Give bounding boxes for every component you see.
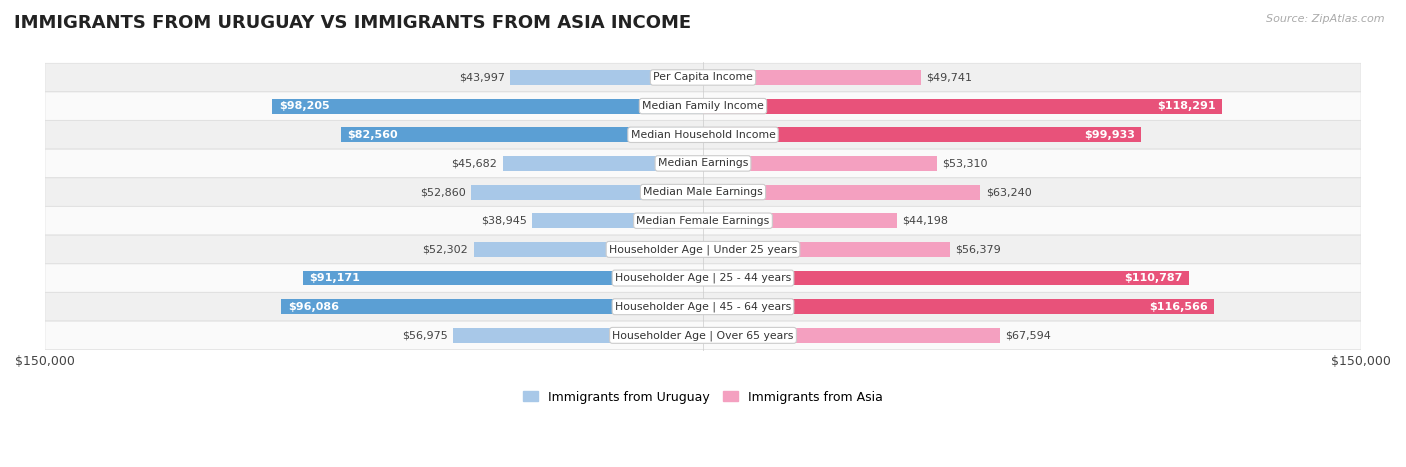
Text: Householder Age | 45 - 64 years: Householder Age | 45 - 64 years [614,302,792,312]
Text: Median Household Income: Median Household Income [630,130,776,140]
Text: IMMIGRANTS FROM URUGUAY VS IMMIGRANTS FROM ASIA INCOME: IMMIGRANTS FROM URUGUAY VS IMMIGRANTS FR… [14,14,692,32]
Text: $53,310: $53,310 [942,158,987,169]
Text: $63,240: $63,240 [986,187,1032,197]
Bar [703,270,1189,285]
FancyBboxPatch shape [45,264,1361,292]
FancyBboxPatch shape [45,120,1361,149]
Text: $98,205: $98,205 [278,101,329,111]
Bar [340,127,703,142]
FancyBboxPatch shape [45,321,1361,349]
Bar [703,299,1215,314]
FancyBboxPatch shape [45,292,1361,321]
Bar [502,156,703,171]
Bar [703,242,950,257]
Text: $116,566: $116,566 [1149,302,1208,311]
FancyBboxPatch shape [45,206,1361,235]
Text: Per Capita Income: Per Capita Income [652,72,754,83]
Text: Median Earnings: Median Earnings [658,158,748,169]
Text: Householder Age | Over 65 years: Householder Age | Over 65 years [612,330,794,340]
Bar [273,99,703,113]
FancyBboxPatch shape [45,178,1361,206]
Bar [474,242,703,257]
Text: $43,997: $43,997 [458,72,505,83]
Bar [471,184,703,199]
Text: $38,945: $38,945 [481,216,527,226]
Bar [703,70,921,85]
Text: Median Male Earnings: Median Male Earnings [643,187,763,197]
Text: Source: ZipAtlas.com: Source: ZipAtlas.com [1267,14,1385,24]
FancyBboxPatch shape [45,235,1361,263]
FancyBboxPatch shape [45,149,1361,177]
FancyBboxPatch shape [45,63,1361,92]
Text: Householder Age | Under 25 years: Householder Age | Under 25 years [609,244,797,255]
Bar [703,328,1000,343]
Bar [304,270,703,285]
Text: $82,560: $82,560 [347,130,398,140]
Text: $118,291: $118,291 [1157,101,1215,111]
Bar [281,299,703,314]
Text: $56,379: $56,379 [956,244,1001,255]
Bar [703,184,980,199]
Legend: Immigrants from Uruguay, Immigrants from Asia: Immigrants from Uruguay, Immigrants from… [519,386,887,409]
Bar [703,213,897,228]
Text: Median Female Earnings: Median Female Earnings [637,216,769,226]
Text: $56,975: $56,975 [402,330,447,340]
Text: $52,302: $52,302 [423,244,468,255]
Bar [510,70,703,85]
Text: $99,933: $99,933 [1084,130,1135,140]
Text: $67,594: $67,594 [1005,330,1050,340]
FancyBboxPatch shape [45,92,1361,120]
Text: $44,198: $44,198 [903,216,948,226]
Text: Median Family Income: Median Family Income [643,101,763,111]
Text: $45,682: $45,682 [451,158,498,169]
Bar [703,99,1222,113]
Text: $110,787: $110,787 [1123,273,1182,283]
Text: $96,086: $96,086 [288,302,339,311]
Text: Householder Age | 25 - 44 years: Householder Age | 25 - 44 years [614,273,792,283]
Bar [703,127,1142,142]
Bar [453,328,703,343]
Bar [703,156,936,171]
Bar [531,213,703,228]
Text: $91,171: $91,171 [309,273,360,283]
Text: $49,741: $49,741 [927,72,973,83]
Text: $52,860: $52,860 [420,187,465,197]
